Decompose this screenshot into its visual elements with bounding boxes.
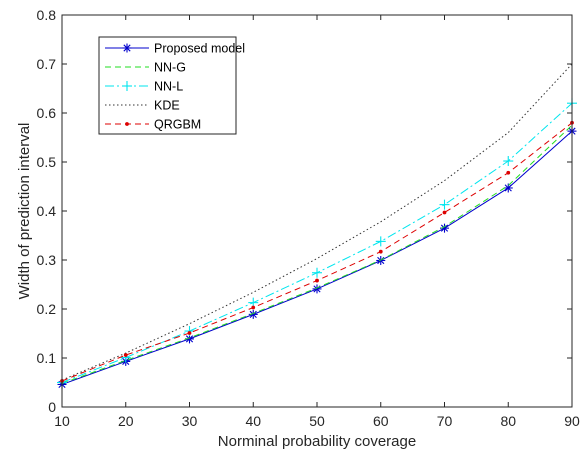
legend-label: QRGBM	[154, 118, 201, 132]
data-point-qrgbm	[378, 249, 383, 254]
y-tick-label: 0.6	[37, 105, 57, 121]
y-tick-label: 0.3	[37, 252, 57, 268]
y-tick-label: 0.2	[37, 301, 57, 317]
y-tick-label: 0.5	[37, 154, 57, 170]
legend-marker	[122, 43, 132, 53]
data-point-qrgbm	[315, 278, 319, 283]
data-point-qrgbm	[506, 170, 511, 175]
legend-label: NN-L	[154, 80, 183, 94]
y-tick-label: 0	[48, 399, 56, 415]
y-tick-label: 0.4	[37, 203, 57, 219]
series-line-kde	[61, 63, 573, 381]
x-tick-label: 40	[245, 413, 261, 429]
legend-marker	[122, 81, 132, 91]
legend-label: KDE	[154, 99, 180, 113]
y-tick-label: 0.8	[37, 7, 57, 23]
x-axis-title: Norminal probability coverage	[218, 433, 416, 450]
data-point-nn-l	[439, 199, 450, 210]
legend-marker	[125, 122, 129, 126]
x-tick-label: 30	[182, 413, 198, 429]
data-point-proposed-model	[312, 284, 322, 294]
x-tick-label: 80	[500, 413, 516, 429]
data-point-nn-l	[503, 156, 514, 167]
series-line-nn-g	[61, 124, 573, 384]
legend: Proposed model NN-G NN-L KDE QRGBM	[98, 36, 245, 135]
x-tick-label: 90	[564, 413, 580, 429]
legend-label: NN-G	[154, 61, 186, 75]
x-tick-label: 10	[54, 413, 70, 429]
data-point-qrgbm	[187, 331, 192, 335]
y-tick-label: 0.7	[37, 56, 57, 72]
data-point-qrgbm	[251, 305, 256, 310]
axes-layer: 10 20 30 40 50 60 70 80 90 0 0.1 0.2 0.3 0.4 0.5 0.6 0.7…	[37, 7, 580, 429]
x-tick-label: 60	[373, 413, 389, 429]
x-tick-label: 50	[309, 413, 325, 429]
series-layer	[57, 63, 577, 389]
x-tick-label: 20	[118, 413, 134, 429]
y-tick-label: 0.1	[37, 350, 57, 366]
y-axis-title: Width of prediction interval	[16, 123, 33, 300]
data-point-qrgbm	[123, 353, 128, 357]
data-point-nn-l	[312, 267, 322, 278]
series-nn-g	[61, 124, 573, 384]
legend-label: Proposed model	[154, 42, 245, 56]
x-tick-label: 70	[437, 413, 453, 429]
legend-box	[98, 36, 237, 135]
data-point-qrgbm	[442, 210, 447, 215]
data-point-nn-l	[375, 236, 386, 247]
series-kde	[61, 63, 573, 381]
